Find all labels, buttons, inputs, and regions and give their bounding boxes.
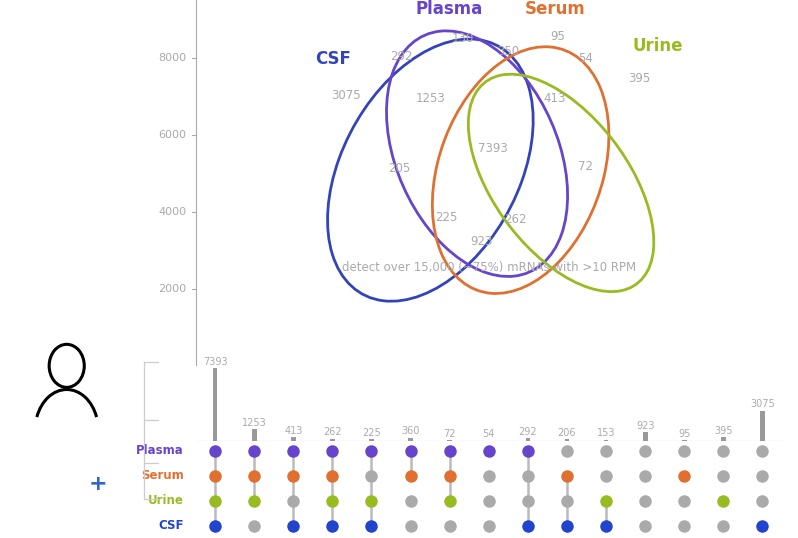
Text: Serum: Serum [524,0,585,18]
Text: 54: 54 [483,429,495,440]
Text: 95: 95 [551,30,566,43]
Text: Plasma: Plasma [136,444,184,457]
Bar [213,368,217,441]
Text: Serum: Serum [141,469,184,482]
Text: 225: 225 [435,211,457,224]
Text: 7393: 7393 [203,357,227,367]
Text: 395: 395 [714,426,733,436]
Bar [409,437,413,441]
Text: 225: 225 [362,428,381,438]
Text: CSF: CSF [314,49,350,68]
Text: 54: 54 [579,52,594,65]
Text: 7393: 7393 [478,141,508,154]
Text: +: + [89,474,108,494]
Text: 923: 923 [470,235,492,248]
Bar [643,432,647,441]
Text: 350: 350 [497,45,519,58]
Text: 205: 205 [388,162,410,175]
Bar [291,437,295,441]
Text: 8000: 8000 [159,53,187,63]
Bar [760,410,764,441]
Bar [721,437,725,441]
Text: 3075: 3075 [331,89,361,102]
Text: 360: 360 [401,427,420,436]
Text: 292: 292 [519,427,537,437]
Bar [565,439,569,441]
Text: 72: 72 [444,429,456,439]
Text: 153: 153 [597,428,615,438]
Text: 395: 395 [628,72,650,85]
Text: 923: 923 [636,421,654,431]
Text: 1253: 1253 [416,93,445,105]
Text: 292: 292 [390,50,413,63]
Text: CSF: CSF [158,519,184,532]
Text: 262: 262 [323,427,342,437]
Bar [604,440,608,441]
Text: 2000: 2000 [159,284,187,294]
Text: 4000: 4000 [159,207,187,217]
Text: 413: 413 [284,426,302,436]
Bar [526,438,530,441]
Text: 3075: 3075 [750,400,775,409]
Bar [682,440,686,441]
Text: 130: 130 [452,32,474,45]
Text: 6000: 6000 [159,130,187,140]
Text: 1253: 1253 [242,417,267,428]
Text: 95: 95 [678,429,690,439]
Text: detect over 15,000 (~75%) mRNAs with >10 RPM: detect over 15,000 (~75%) mRNAs with >10… [342,260,637,273]
Bar [369,439,373,441]
Bar [330,438,334,441]
Text: 206: 206 [558,428,576,438]
Text: 413: 413 [543,93,566,105]
Text: Plasma: Plasma [416,0,483,18]
Text: 262: 262 [504,213,527,226]
Text: Urine: Urine [632,37,683,55]
Bar [252,429,256,441]
Text: Urine: Urine [148,494,184,507]
Text: 72: 72 [579,160,594,173]
